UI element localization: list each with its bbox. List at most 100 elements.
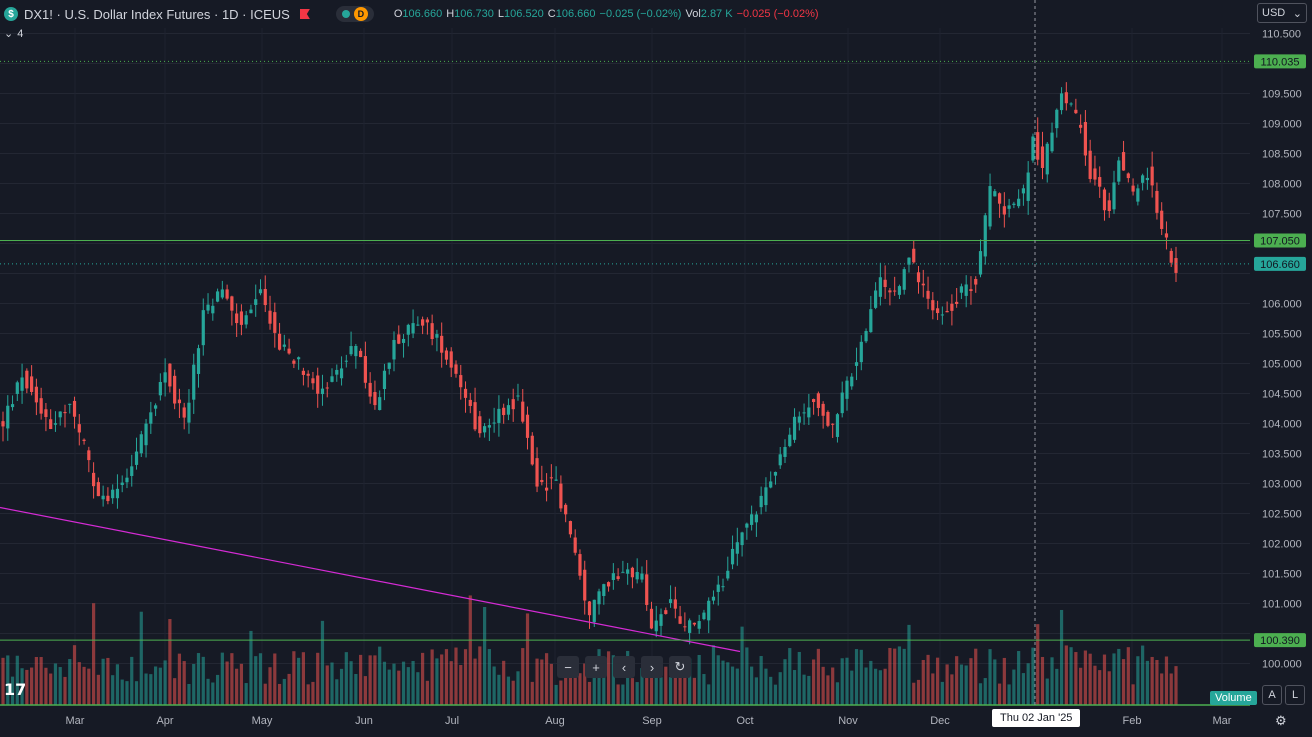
- price-level-badge: [1254, 233, 1306, 248]
- volume-bar: [549, 663, 553, 705]
- candle-body: [964, 284, 968, 296]
- volume-bar: [745, 647, 749, 705]
- volume-bar: [182, 661, 186, 705]
- candle-body: [1079, 124, 1083, 128]
- volume-bar: [821, 666, 825, 705]
- candle-body: [325, 387, 329, 389]
- candle-body: [1136, 188, 1140, 202]
- candle-body: [602, 584, 606, 596]
- candle-body: [34, 386, 38, 403]
- volume-bar: [368, 655, 372, 705]
- candle-body: [411, 323, 415, 334]
- candle-body: [1036, 132, 1040, 160]
- candle-body: [111, 489, 115, 499]
- volume-bar: [974, 648, 978, 705]
- candle-body: [497, 408, 501, 423]
- candle-body: [53, 423, 58, 425]
- log-scale-button[interactable]: L: [1285, 685, 1305, 705]
- volume-bar: [807, 675, 811, 705]
- indicators-toggle[interactable]: ⌄ 4: [4, 27, 23, 41]
- candle-body: [72, 400, 77, 417]
- volume-bar: [735, 668, 739, 705]
- price-level-label: 110.035: [1261, 56, 1300, 68]
- candle-body: [659, 614, 663, 626]
- volume-bar: [1136, 656, 1140, 705]
- candle-body: [406, 324, 410, 335]
- candle-body: [292, 360, 296, 364]
- volume-bar: [1059, 609, 1064, 705]
- candle-body: [1141, 175, 1145, 183]
- candle-body: [635, 572, 639, 580]
- status-pill[interactable]: D: [335, 6, 374, 22]
- candle-body: [854, 362, 859, 366]
- volume-change-value: −0.025 (−0.02%): [736, 8, 819, 20]
- candle-body: [139, 434, 143, 454]
- volume-bar: [339, 668, 344, 705]
- volume-bar: [215, 674, 220, 705]
- candle-body: [6, 405, 10, 429]
- candle-body: [1012, 203, 1016, 205]
- candle-body: [740, 532, 744, 546]
- symbol-title[interactable]: DX1! · U.S. Dollar Index Futures · 1D · …: [24, 6, 290, 22]
- candle-body: [792, 416, 797, 440]
- volume-bar: [1017, 651, 1021, 705]
- volume-bar: [144, 673, 148, 705]
- scroll-right-button[interactable]: ›: [641, 656, 663, 678]
- y-tick-label: 100.000: [1262, 659, 1302, 671]
- volume-badge: Volume: [1210, 691, 1257, 705]
- auto-scale-button[interactable]: A: [1262, 685, 1282, 705]
- candle-body: [482, 426, 487, 433]
- volume-bar: [96, 674, 100, 705]
- candle-body: [235, 313, 239, 324]
- volume-bar: [53, 663, 58, 705]
- candle-body: [769, 481, 773, 488]
- candle-body: [707, 600, 711, 621]
- reset-chart-button[interactable]: ↻: [669, 656, 691, 678]
- volume-bar: [206, 678, 210, 705]
- volume-bar: [502, 660, 506, 705]
- candle-body: [449, 351, 453, 368]
- volume-bar: [816, 648, 820, 705]
- candle-body: [869, 309, 873, 333]
- candle-body: [997, 193, 1002, 204]
- volume-bar: [1045, 678, 1049, 705]
- candle-body: [297, 357, 301, 360]
- volume-bar: [993, 659, 997, 705]
- candle-body: [516, 395, 520, 397]
- volume-bar: [1002, 657, 1006, 705]
- chart-navigation: − + ‹ › ↻: [557, 656, 691, 678]
- candle-body: [816, 393, 820, 408]
- volume-bar: [1026, 663, 1030, 705]
- volume-bar: [335, 679, 339, 705]
- volume-bar: [721, 660, 725, 705]
- candle-body: [301, 370, 306, 375]
- tradingview-logo[interactable]: 17: [4, 680, 27, 699]
- volume-bar: [325, 665, 329, 705]
- candle-body: [502, 407, 506, 416]
- currency-select[interactable]: USD ⌄: [1257, 3, 1307, 23]
- zoom-out-button[interactable]: −: [557, 656, 579, 678]
- candle-body: [316, 375, 320, 394]
- volume-bar: [730, 666, 735, 705]
- candle-body: [764, 487, 768, 506]
- scroll-left-button[interactable]: ‹: [613, 656, 635, 678]
- candle-body: [49, 419, 53, 430]
- volume-bar: [969, 658, 973, 705]
- volume-bar: [912, 682, 916, 705]
- zoom-in-button[interactable]: +: [585, 656, 607, 678]
- candle-body: [153, 405, 158, 409]
- volume-bar: [764, 668, 768, 705]
- candle-body: [750, 514, 754, 525]
- gear-icon[interactable]: ⚙: [1275, 713, 1287, 728]
- y-tick-label: 109.500: [1262, 89, 1302, 101]
- volume-bar: [1117, 648, 1121, 705]
- volume-bar: [611, 655, 615, 705]
- x-tick-label: Jun: [355, 715, 373, 727]
- flag-icon[interactable]: [299, 9, 310, 19]
- candle-body: [25, 370, 29, 389]
- volume-bar: [1164, 656, 1169, 705]
- volume-bar: [831, 667, 835, 705]
- x-tick-label: May: [252, 715, 273, 727]
- x-tick-label: Oct: [736, 715, 753, 727]
